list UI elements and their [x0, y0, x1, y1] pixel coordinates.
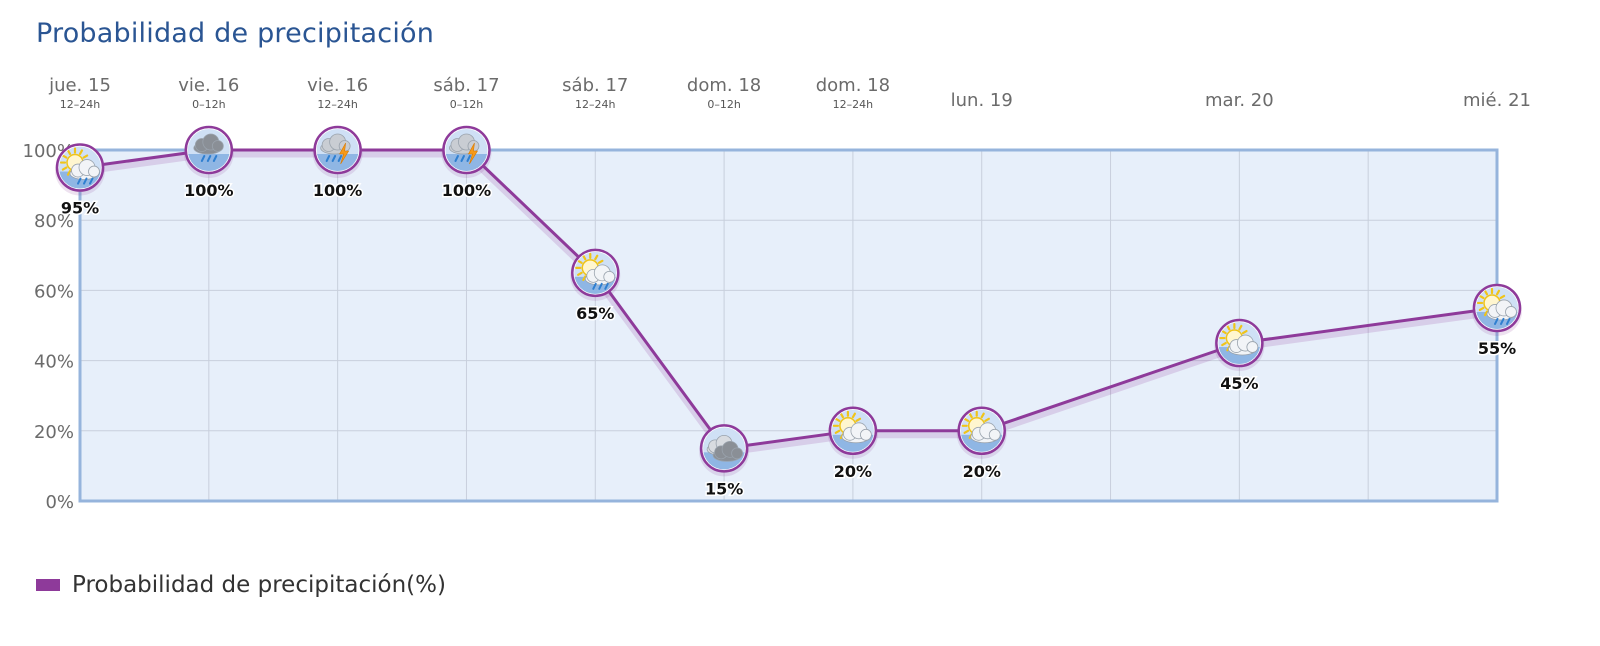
data-label: 55%	[1478, 339, 1516, 358]
marker-layer	[55, 125, 1522, 477]
y-tick-label: 60%	[34, 281, 74, 302]
legend-label: Probabilidad de precipitación(%)	[72, 572, 446, 598]
x-tick-period-label: 0–12h	[707, 98, 740, 111]
chart-title: Probabilidad de precipitación	[36, 18, 435, 49]
sun-cloud-icon[interactable]	[956, 406, 1007, 459]
series-line-shadow	[79, 150, 1498, 456]
plot-area	[80, 150, 1497, 501]
x-axis: jue. 15 12–24h vie. 16 0–12h vie. 16 12–24h sá…	[48, 75, 1531, 111]
x-tick-day-label: dom. 18	[816, 75, 890, 96]
y-axis: 0%20%40%60%80%100%	[23, 141, 74, 513]
sun-cloud-rain-icon[interactable]	[570, 248, 621, 301]
x-tick-day-label: vie. 16	[178, 75, 239, 96]
x-tick-day-label: sáb. 17	[433, 75, 499, 96]
sun-cloud-rain-icon[interactable]	[55, 143, 105, 196]
x-tick-day-label: lun. 19	[951, 90, 1013, 111]
x-tick-period-label: 0–12h	[192, 98, 225, 111]
x-tick-day-label: mar. 20	[1205, 90, 1274, 111]
y-tick-label: 20%	[34, 422, 74, 443]
cloud-storm-icon[interactable]	[312, 125, 363, 178]
data-label: 15%	[705, 479, 743, 498]
data-label: 100%	[313, 181, 362, 200]
cloud-storm-icon[interactable]	[441, 125, 492, 178]
sun-cloud-icon[interactable]	[827, 406, 878, 459]
sun-cloud-icon[interactable]	[1214, 318, 1265, 372]
series-line	[79, 148, 1498, 450]
data-label: 20%	[963, 462, 1001, 481]
chart-legend[interactable]: Probabilidad de precipitación(%)	[36, 572, 446, 598]
precipitation-chart: 0% 20% 40% 60% 80% 100% jue. 15 12–24h vie. 16 0…	[23, 75, 1531, 513]
data-label: 20%	[834, 462, 872, 481]
x-tick-period-label: 12–24h	[317, 98, 357, 111]
series-layer	[79, 148, 1498, 456]
x-tick-day-label: jue. 15	[48, 75, 111, 96]
sun-cloud-rain-icon[interactable]	[1472, 283, 1522, 336]
x-tick-period-label: 12–24h	[833, 98, 873, 111]
legend-swatch	[36, 579, 60, 591]
x-tick-day-label: vie. 16	[307, 75, 368, 96]
data-label: 100%	[442, 181, 491, 200]
x-tick-day-label: dom. 18	[687, 75, 761, 96]
x-tick-period-label: 0–12h	[450, 98, 483, 111]
data-label-layer: 95% 100% 100% 100% 65% 15% 20% 20% 45% 55%	[59, 180, 1517, 500]
data-label: 95%	[61, 199, 99, 218]
y-tick-label: 80%	[34, 211, 74, 232]
y-tick-label: 40%	[34, 352, 74, 373]
cloud-icon[interactable]	[699, 424, 750, 477]
x-tick-day-label: sáb. 17	[562, 75, 628, 96]
data-label: 65%	[576, 304, 614, 323]
cloud-rain-icon[interactable]	[183, 125, 234, 178]
x-tick-day-label: mié. 21	[1463, 90, 1531, 111]
x-tick-period-label: 12–24h	[60, 98, 100, 111]
data-label: 100%	[184, 181, 233, 200]
x-tick-period-label: 12–24h	[575, 98, 615, 111]
y-tick-label: 0%	[45, 492, 74, 513]
data-label: 45%	[1220, 374, 1258, 393]
